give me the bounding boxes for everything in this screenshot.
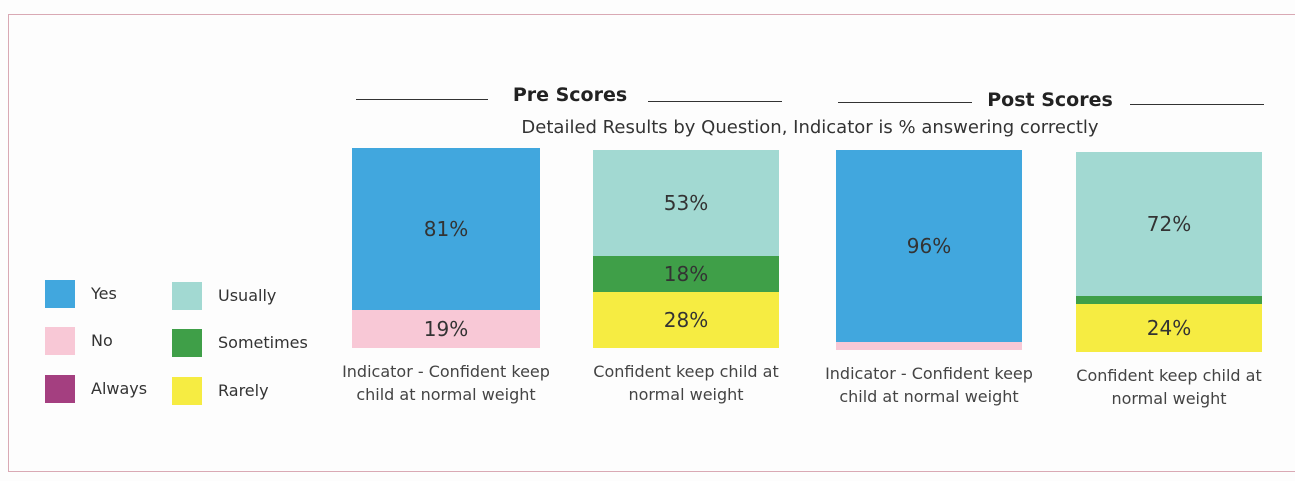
legend-swatch [172, 329, 202, 357]
legend-label: Rarely [218, 381, 269, 400]
legend-label: Usually [218, 286, 277, 305]
bar-segment [1076, 296, 1262, 304]
value-label: 18% [663, 262, 709, 286]
group-label: Post Scores [987, 89, 1113, 111]
legend-swatch [45, 375, 75, 403]
frame [8, 14, 1295, 472]
value-label: 81% [423, 217, 469, 241]
legend-swatch [45, 280, 75, 308]
value-label: 19% [423, 317, 469, 341]
rule [838, 102, 972, 103]
bar-segment: 28% [593, 292, 779, 348]
legend-swatch [45, 327, 75, 355]
legend-swatch [172, 377, 202, 405]
legend-label: Yes [91, 284, 117, 303]
value-label: 24% [1146, 316, 1192, 340]
bar-segment: 24% [1076, 304, 1262, 352]
bar-segment: 72% [1076, 152, 1262, 296]
bar-segment: 18% [593, 256, 779, 292]
chart-title: Detailed Results by Question, Indicator … [521, 117, 1099, 138]
legend-label: Always [91, 379, 148, 398]
legend-label: Sometimes [218, 333, 308, 352]
value-label: 53% [663, 191, 709, 215]
rule [1130, 104, 1264, 105]
category-label: Confident keep child at normal weight [593, 362, 779, 404]
bar-segment: 19% [352, 310, 540, 348]
bar-segment: 81% [352, 148, 540, 310]
category-label: Indicator - Confident keep child at norm… [825, 364, 1033, 406]
bar-segment [836, 342, 1022, 350]
legend-swatch [172, 282, 202, 310]
category-label: Confident keep child at normal weight [1076, 366, 1262, 408]
bar-segment: 53% [593, 150, 779, 256]
group-label: Pre Scores [512, 84, 628, 106]
bar-segment: 96% [836, 150, 1022, 342]
value-label: 72% [1146, 212, 1192, 236]
category-label: Indicator - Confident keep child at norm… [342, 362, 550, 404]
value-label: 96% [906, 234, 952, 258]
rule [648, 101, 782, 102]
legend-label: No [91, 331, 113, 350]
rule [356, 99, 488, 100]
value-label: 28% [663, 308, 709, 332]
